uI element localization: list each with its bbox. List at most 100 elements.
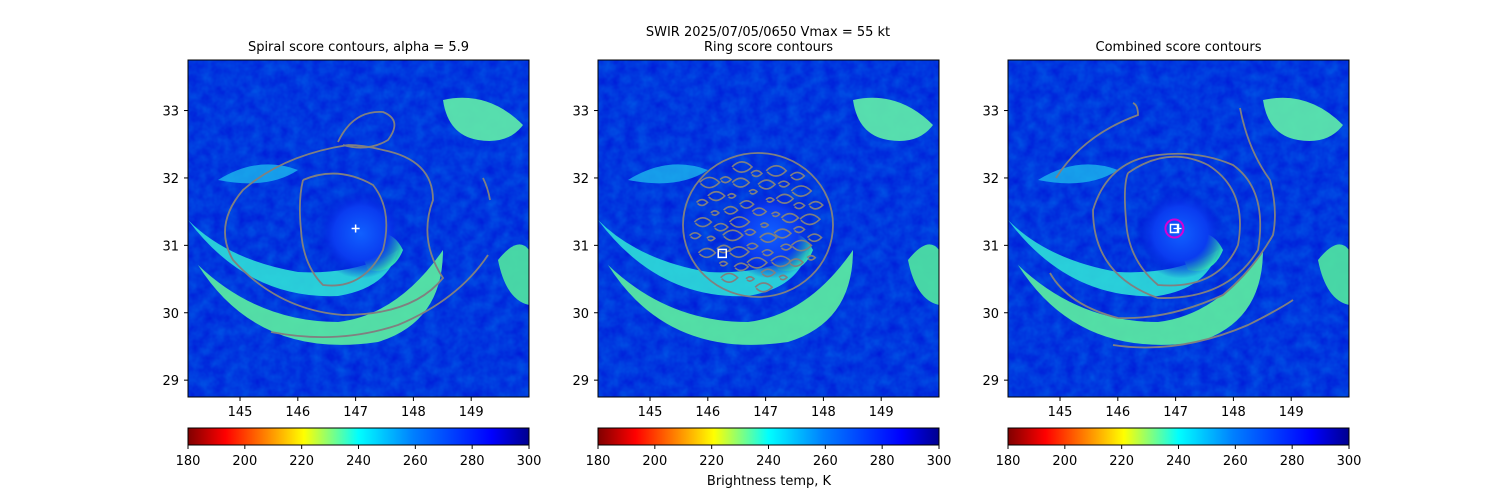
y-tick-label: 31 [162,239,179,254]
contour-ring-blob [780,212,800,224]
colorbar-tick-label: 280 [870,454,895,469]
contour-ring-blob [757,179,777,190]
contour-ring-blob [731,177,751,188]
x-tick-label: 149 [1279,405,1304,420]
contour-ring-blob [716,244,732,254]
contour-ring-blob [799,213,822,226]
contours [1049,102,1294,349]
x-tick-label: 149 [869,405,894,420]
colorbar-tick-label: 300 [1337,454,1362,469]
contour-ring-blob [689,232,702,240]
contour-ring-blob [720,272,739,283]
contour-ring-blob [745,276,756,282]
contour-ring-blob [751,207,768,217]
cloud-band-4 [1318,244,1349,305]
colorbar-tick-label: 220 [1109,454,1134,469]
contour-ring-blob [731,161,754,173]
center-marker-plus [351,224,360,233]
eye-region [1135,188,1226,279]
contours [682,152,834,298]
center-marker-circle [1164,218,1185,239]
y-tick-label: 30 [982,307,999,322]
contour-ring-blob [778,274,789,281]
contour-ring-blob [770,211,781,218]
y-tick-label: 32 [162,172,179,187]
cloud-band-3 [443,97,523,141]
x-tick-label: 147 [1163,405,1188,420]
contour-ring-blob [760,268,777,278]
colorbar-tick-label: 260 [403,454,428,469]
cloud-band-1 [1018,250,1263,345]
y-tick-label: 30 [572,307,589,322]
x-tick-label: 145 [638,405,663,420]
x-tick-label: 146 [695,405,720,420]
contour-ring-blob [775,193,795,204]
contour-ring-blob [743,228,757,236]
colorbar-tick-label: 280 [460,454,485,469]
y-tick-label: 29 [982,374,999,389]
cloud-band-5 [218,164,298,184]
contour-ring-blob [706,235,716,242]
colorbar-tick-label: 240 [1166,454,1191,469]
x-tick-label: 149 [459,405,484,420]
x-tick-label: 145 [228,405,253,420]
contour-ring-blob [728,246,751,258]
contour-ring-blob [722,229,744,242]
contour-ring-blob [713,222,729,232]
x-tick-label: 148 [401,405,426,420]
center-marker-square [717,248,728,259]
colorbar-tick-label: 200 [232,454,257,469]
y-tick-label: 31 [572,239,589,254]
contour-ring-blob [777,180,791,188]
cloud-band-5 [1038,164,1118,184]
contour-ring-blob [761,249,774,257]
y-tick-label: 32 [982,172,999,187]
cloud-band-3 [1263,97,1343,141]
contour-outer [224,144,445,316]
contour-ring-blob [808,200,824,210]
colorbar-tick-label: 220 [289,454,314,469]
colorbar-tick-label: 280 [1280,454,1305,469]
x-tick-label: 148 [1221,405,1246,420]
contour-outer-arc [1049,107,1276,320]
contour-ring-blob [748,188,759,195]
panel-3: Combined score contours 145 146 147 148 149 29… [982,40,1350,420]
contour-ring-blob [707,190,726,202]
colorbar-1: 180 200 220 240 260 280 300 [176,427,542,469]
contour-ring-blob [719,176,733,184]
contour-ring-blob [806,254,817,261]
cloud-band-2 [188,220,398,297]
y-tick-label: 29 [162,374,179,389]
y-tick-label: 31 [982,239,999,254]
panel-1: Spiral score contours, alpha = 5.9 145 146… [162,40,530,420]
panel-title: Combined score contours [1096,40,1262,55]
panel-title: Ring score contours [704,40,833,55]
axes-frame [597,59,940,398]
y-tick-label: 29 [572,374,589,389]
contour-ring-blob [765,197,776,203]
heatmap-image [598,60,939,397]
contour-east-fragment [482,177,491,201]
panels: Spiral score contours, alpha = 5.9 145 146… [162,40,1350,420]
x-tick-label: 147 [753,405,778,420]
colorbar-tick-label: 240 [346,454,371,469]
cloud-band-2 [598,220,808,297]
contour-ring-blob [718,260,729,267]
y-tick-label: 33 [982,105,999,120]
colorbar-bar [1007,427,1350,446]
colorbar-tick-label: 180 [996,454,1021,469]
axes-frame [187,59,530,398]
colorbar-tick-label: 300 [927,454,952,469]
y-tick-label: 33 [162,105,179,120]
contour-ring-blob [723,205,739,215]
center-marker-plus [1173,224,1182,233]
panel-title: Spiral score contours, alpha = 5.9 [248,40,469,55]
eye-region [315,188,406,279]
colorbar-tick-label: 300 [517,454,542,469]
contour-south-arc [1112,299,1294,349]
cloud-band-1 [198,250,443,345]
colorbar-tick-label: 200 [642,454,667,469]
x-tick-label: 146 [285,405,310,420]
contour-inner [1123,155,1241,287]
